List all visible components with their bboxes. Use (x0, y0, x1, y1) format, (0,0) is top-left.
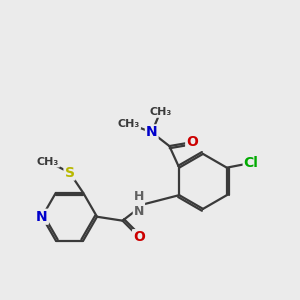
Text: H
N: H N (134, 190, 144, 218)
Text: N: N (36, 210, 48, 224)
Text: CH₃: CH₃ (37, 157, 59, 166)
Text: S: S (64, 166, 74, 179)
Text: O: O (133, 230, 145, 244)
Text: N: N (146, 125, 158, 139)
Text: Cl: Cl (244, 156, 259, 170)
Text: O: O (186, 135, 198, 149)
Text: CH₃: CH₃ (118, 119, 140, 129)
Text: CH₃: CH₃ (149, 107, 172, 117)
